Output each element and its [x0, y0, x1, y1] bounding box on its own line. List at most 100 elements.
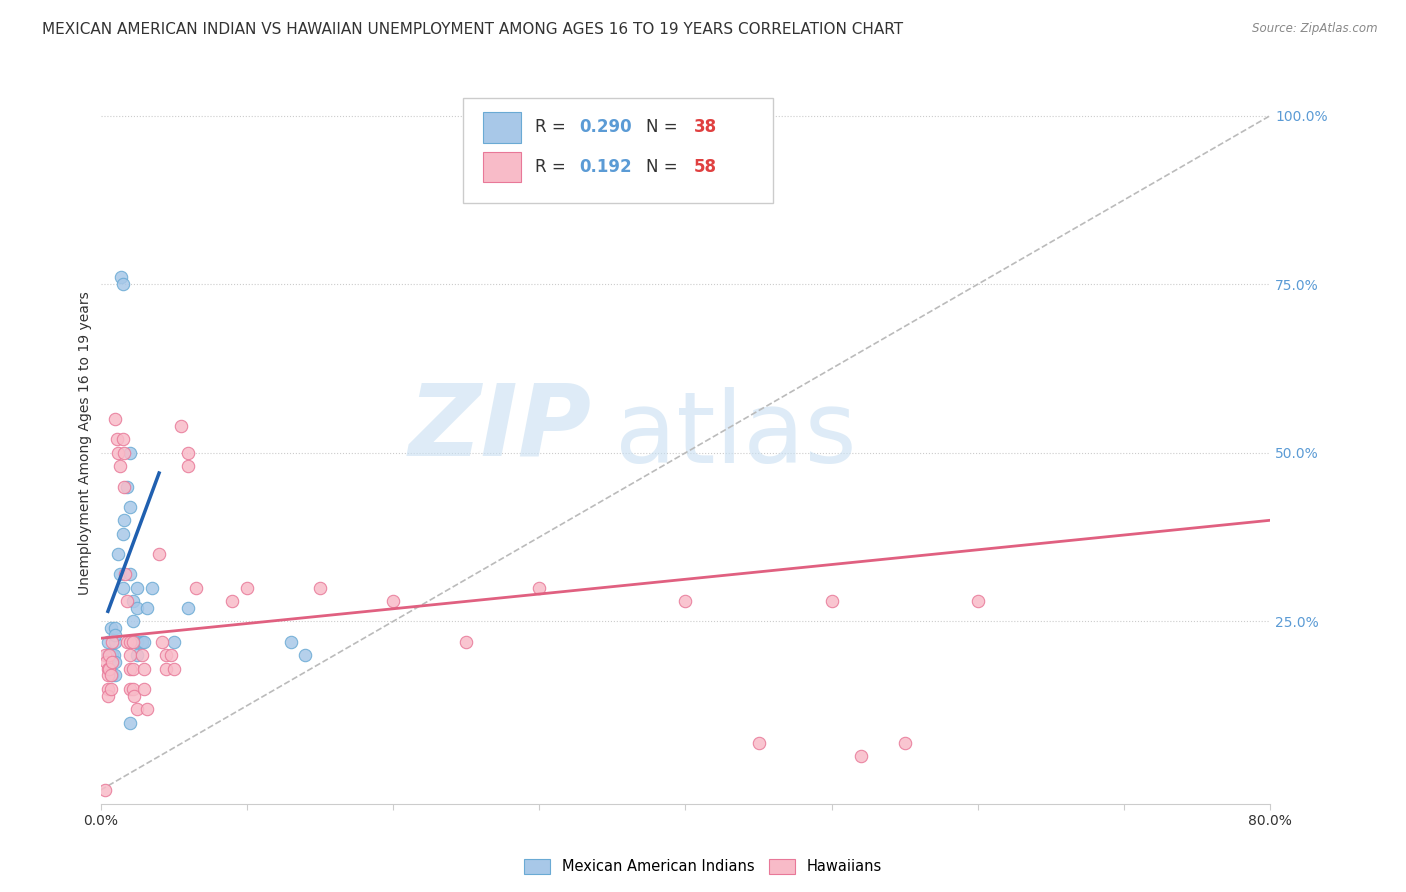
Point: [101, 634, 124, 648]
Text: R =: R =: [534, 158, 571, 176]
Point: [104, 634, 127, 648]
Point: [134, 662, 156, 676]
Text: Source: ZipAtlas.com: Source: ZipAtlas.com: [1253, 22, 1378, 36]
Point: [121, 634, 143, 648]
Point: [97, 681, 120, 696]
Text: 58: 58: [693, 158, 717, 176]
Point: [456, 634, 478, 648]
Point: [97, 648, 120, 662]
Point: [103, 648, 125, 662]
Point: [136, 601, 159, 615]
Point: [136, 702, 159, 716]
Point: [115, 594, 138, 608]
Point: [118, 567, 141, 582]
Point: [104, 655, 127, 669]
Point: [170, 418, 193, 433]
Point: [893, 736, 915, 750]
Point: [97, 662, 120, 676]
Point: [127, 601, 149, 615]
Point: [112, 479, 135, 493]
Point: [159, 648, 181, 662]
Point: [131, 634, 153, 648]
Point: [101, 655, 124, 669]
Point: [110, 270, 132, 285]
Point: [104, 621, 127, 635]
Point: [184, 581, 207, 595]
Point: [131, 648, 153, 662]
Point: [112, 513, 135, 527]
Point: [111, 526, 134, 541]
Point: [101, 655, 124, 669]
Point: [94, 783, 117, 797]
Point: [97, 668, 120, 682]
FancyBboxPatch shape: [484, 152, 520, 182]
Point: [150, 634, 173, 648]
Point: [107, 547, 129, 561]
Y-axis label: Unemployment Among Ages 16 to 19 years: Unemployment Among Ages 16 to 19 years: [79, 291, 93, 595]
Point: [118, 446, 141, 460]
Point: [121, 594, 143, 608]
Point: [382, 594, 405, 608]
Point: [96, 655, 118, 669]
Point: [111, 581, 134, 595]
Text: R =: R =: [534, 119, 571, 136]
Point: [97, 689, 120, 703]
Text: ZIP: ZIP: [409, 380, 592, 477]
Point: [747, 736, 769, 750]
Point: [112, 446, 135, 460]
Text: 0.290: 0.290: [579, 119, 631, 136]
Point: [820, 594, 842, 608]
Point: [105, 433, 128, 447]
Point: [280, 634, 302, 648]
Point: [107, 446, 129, 460]
Point: [98, 648, 121, 662]
Point: [118, 500, 141, 514]
Point: [163, 662, 186, 676]
Point: [529, 581, 551, 595]
Point: [155, 662, 177, 676]
Point: [134, 681, 156, 696]
Point: [98, 662, 121, 676]
Text: atlas: atlas: [616, 387, 856, 484]
Point: [127, 648, 149, 662]
FancyBboxPatch shape: [484, 112, 520, 143]
Point: [163, 634, 186, 648]
Point: [114, 567, 136, 582]
FancyBboxPatch shape: [463, 98, 773, 203]
Point: [97, 634, 120, 648]
Point: [127, 581, 149, 595]
Point: [849, 749, 872, 764]
Text: N =: N =: [645, 158, 682, 176]
Point: [236, 581, 259, 595]
Point: [111, 277, 134, 292]
Point: [101, 668, 124, 682]
Point: [100, 621, 122, 635]
Point: [118, 648, 141, 662]
Point: [177, 446, 200, 460]
Point: [108, 567, 131, 582]
Point: [148, 547, 170, 561]
Point: [111, 433, 134, 447]
Point: [122, 689, 145, 703]
Point: [108, 459, 131, 474]
Text: 38: 38: [693, 119, 717, 136]
Point: [100, 668, 122, 682]
Point: [177, 459, 200, 474]
Point: [115, 479, 138, 493]
Point: [94, 648, 117, 662]
Point: [118, 715, 141, 730]
Point: [121, 615, 143, 629]
Text: N =: N =: [645, 119, 682, 136]
Point: [966, 594, 988, 608]
Point: [104, 668, 127, 682]
Point: [115, 634, 138, 648]
Point: [118, 681, 141, 696]
Point: [127, 702, 149, 716]
Legend: Mexican American Indians, Hawaiians: Mexican American Indians, Hawaiians: [517, 853, 889, 880]
Point: [101, 648, 124, 662]
Point: [127, 634, 149, 648]
Point: [673, 594, 696, 608]
Point: [118, 662, 141, 676]
Point: [134, 634, 156, 648]
Text: MEXICAN AMERICAN INDIAN VS HAWAIIAN UNEMPLOYMENT AMONG AGES 16 TO 19 YEARS CORRE: MEXICAN AMERICAN INDIAN VS HAWAIIAN UNEM…: [42, 22, 903, 37]
